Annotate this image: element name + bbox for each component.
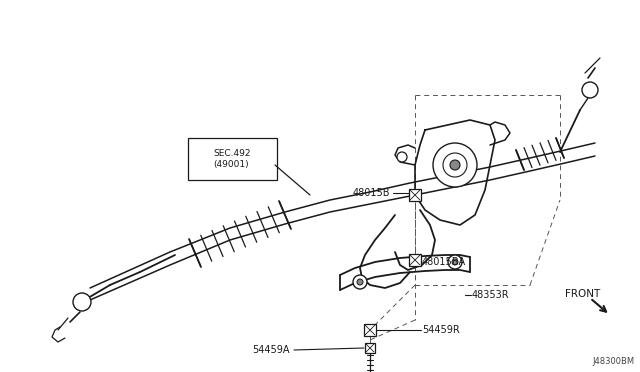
Bar [409, 254, 421, 266]
Bar [409, 189, 421, 201]
Text: 48015BA: 48015BA [422, 257, 466, 267]
Circle shape [448, 255, 462, 269]
Text: 54459R: 54459R [422, 325, 460, 335]
Circle shape [450, 160, 460, 170]
Text: SEC.492
(49001): SEC.492 (49001) [213, 149, 251, 169]
FancyBboxPatch shape [188, 138, 277, 180]
Circle shape [433, 143, 477, 187]
Bar [364, 324, 376, 336]
Text: 48015B: 48015B [353, 188, 390, 198]
Text: FRONT: FRONT [565, 289, 600, 299]
Text: 48353R: 48353R [472, 290, 509, 300]
Circle shape [582, 82, 598, 98]
Text: J48300BM: J48300BM [593, 357, 635, 366]
Text: 54459A: 54459A [253, 345, 290, 355]
Circle shape [443, 153, 467, 177]
Circle shape [73, 293, 91, 311]
Circle shape [452, 259, 458, 265]
Circle shape [397, 152, 407, 162]
Circle shape [357, 279, 363, 285]
Bar [365, 343, 375, 353]
Circle shape [353, 275, 367, 289]
